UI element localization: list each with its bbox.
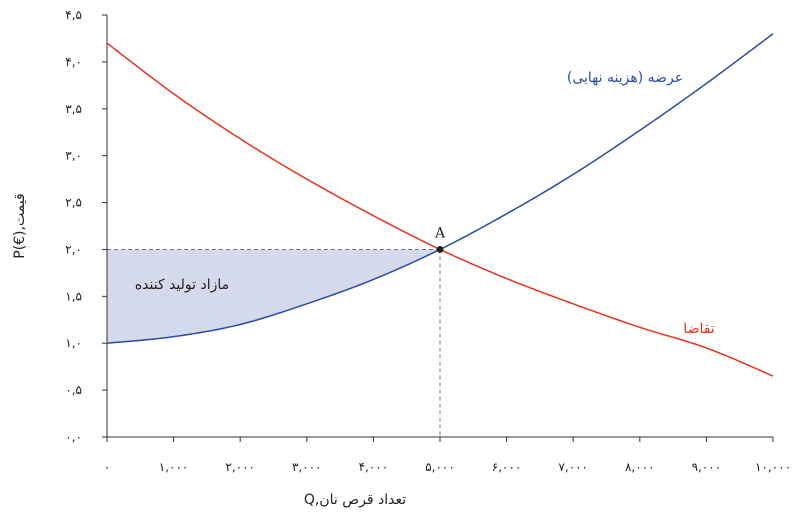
x-tick-label: ۶,۰۰۰: [492, 460, 522, 474]
x-tick-label: ۹,۰۰۰: [692, 460, 722, 474]
equilibrium-label: A: [434, 225, 446, 241]
y-tick-label: ۴,۵: [65, 8, 82, 22]
x-axis-title: Q,تعداد قرص نان: [304, 492, 406, 508]
y-tick-label: ۳,۰: [65, 149, 82, 163]
y-tick-label: ۳,۵: [65, 102, 82, 116]
x-tick-label: ۵,۰۰۰: [425, 460, 455, 474]
y-tick-label: ۲,۰: [65, 242, 82, 256]
demand-curve-label: تقاضا: [683, 321, 715, 337]
y-tick-label: ۴,۰: [65, 55, 82, 69]
y-axis-title: P(€),قیمت: [12, 193, 28, 259]
x-tick-label: ۲,۰۰۰: [225, 460, 255, 474]
x-tick-label: ۷,۰۰۰: [558, 460, 588, 474]
x-tick-label: ۱۰,۰۰۰: [755, 460, 791, 474]
x-tick-label: ۱,۰۰۰: [159, 460, 189, 474]
y-tick-label: ۲,۵: [65, 196, 82, 210]
producer-surplus-area: [107, 249, 440, 344]
y-tick-label: ۱,۵: [65, 289, 82, 303]
y-tick-label: ۰,۵: [65, 383, 82, 397]
equilibrium-point: [436, 245, 444, 253]
producer-surplus-label: مازاد تولید کننده: [135, 277, 229, 293]
x-tick-label: ۸,۰۰۰: [625, 460, 655, 474]
x-tick-label: ۳,۰۰۰: [292, 460, 322, 474]
y-tick-label: ۱,۰: [65, 336, 82, 350]
y-tick-label: ۰,۰: [65, 430, 82, 444]
x-tick-label: ۰: [104, 460, 110, 474]
x-tick-label: ۴,۰۰۰: [359, 460, 389, 474]
supply-curve-label: عرضه (هزینه نهایی): [567, 70, 683, 86]
